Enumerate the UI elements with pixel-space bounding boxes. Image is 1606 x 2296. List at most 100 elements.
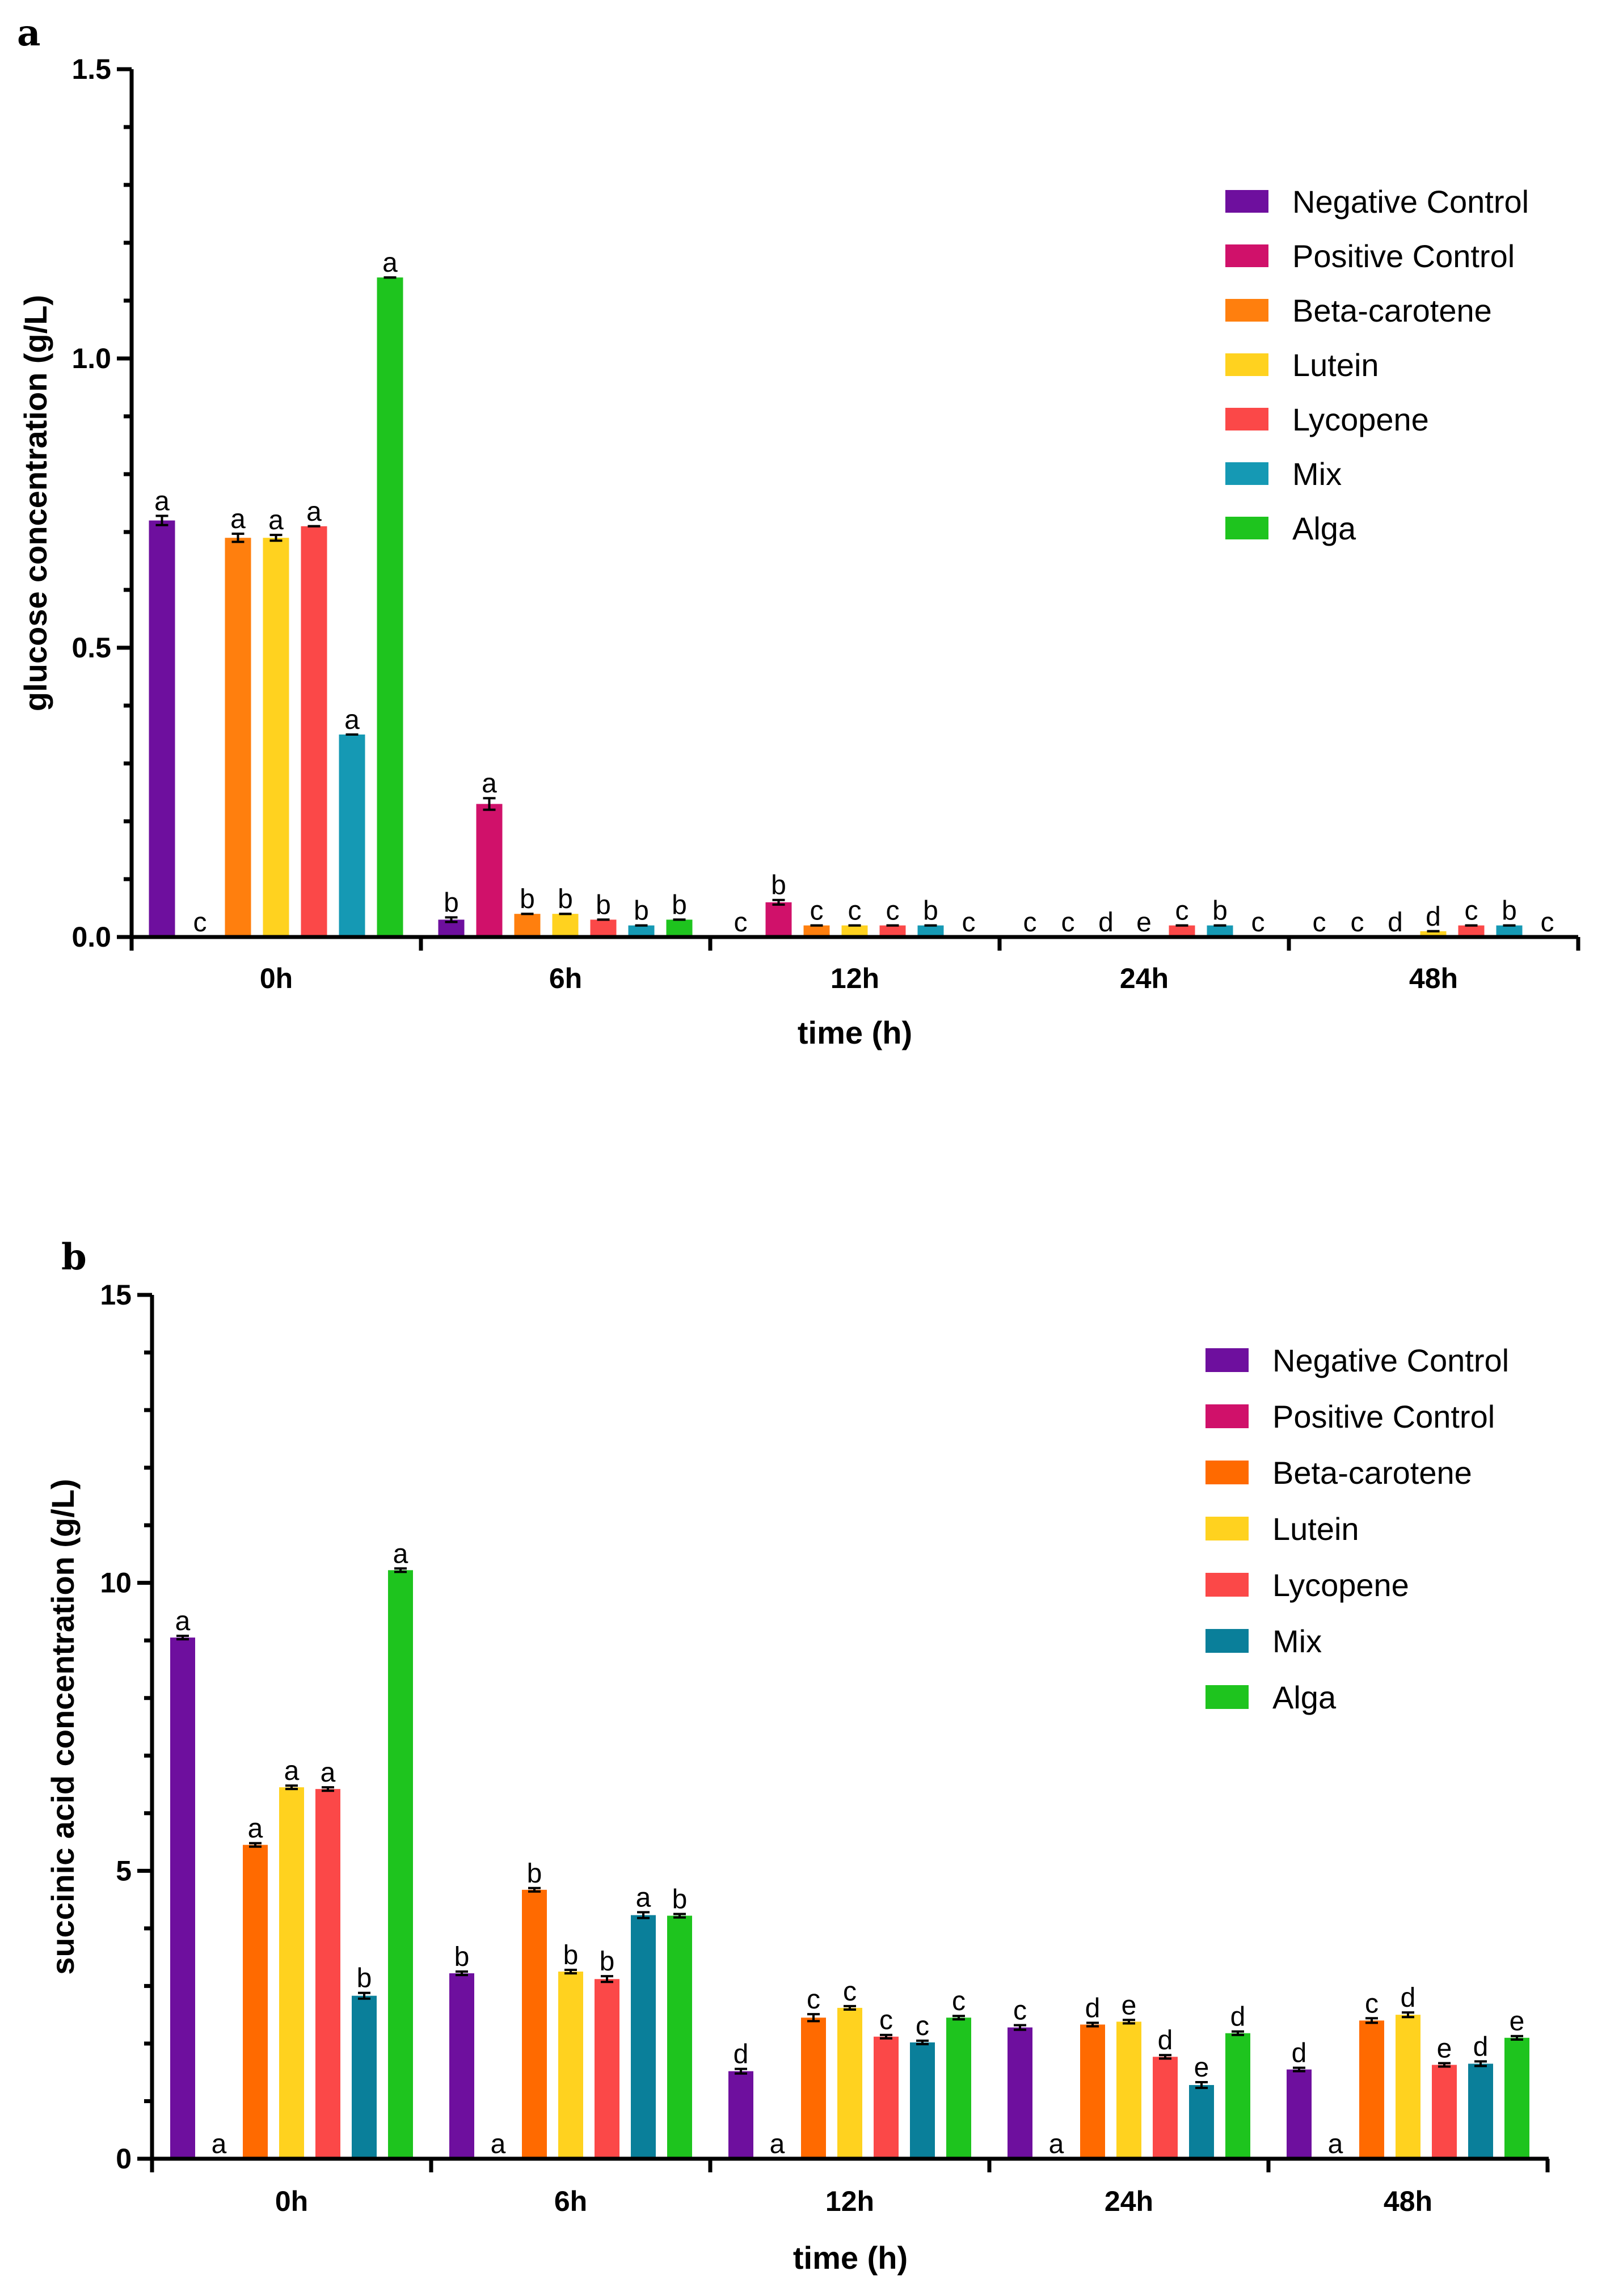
panel-a-sig-letter: b — [596, 890, 611, 920]
panel-b-sig-letter: b — [357, 1964, 372, 1994]
panel-a-bar-lutein-0h — [263, 538, 289, 937]
panel-a-sig-letter: c — [848, 896, 862, 926]
panel-a-sig-letter: b — [444, 888, 459, 918]
panel-b-bar-negative-control-0h — [170, 1637, 195, 2159]
panel-a-legend-label: Negative Control — [1292, 184, 1529, 220]
panel-a-legend-swatch — [1225, 299, 1268, 322]
panel-a-bar-lutein-48h — [1420, 931, 1447, 937]
panel-b-error-bar-alga-0h — [394, 1567, 407, 1573]
panel-b-error-bar-alga-24h — [1232, 2030, 1244, 2036]
panel-b-legend-label: Positive Control — [1272, 1399, 1495, 1434]
panel-b-error-bar-beta-carotene-0h — [249, 1842, 262, 1848]
panel-a-legend-item: Lycopene — [1225, 402, 1429, 437]
panel-a-sig-letter: a — [154, 486, 170, 516]
panel-b-sig-letter: d — [1230, 2002, 1246, 2032]
panel-a-error-bar-positive-control-12h — [772, 898, 785, 906]
panel-b-bar-beta-carotene-48h — [1359, 2020, 1384, 2159]
panel-a-error-bar-negative-control-6h — [445, 916, 458, 923]
panel-a-legend-label: Lutein — [1292, 347, 1379, 383]
panel-a-legend-label: Beta-carotene — [1292, 293, 1492, 328]
panel-a-bar-beta-carotene-6h — [514, 914, 541, 937]
panel-b-bar-lycopene-6h — [595, 1979, 619, 2159]
panel-a-bar-lutein-12h — [841, 925, 868, 937]
panel-b-legend-label: Mix — [1272, 1623, 1322, 1659]
panel-a-sig-letter: b — [771, 871, 786, 901]
panel-a-sig-letter: b — [520, 884, 535, 914]
panel-b-legend-swatch — [1205, 1629, 1249, 1653]
panel-a-sig-letter: c — [810, 896, 824, 926]
panel-b-error-bar-beta-carotene-48h — [1365, 2017, 1378, 2024]
panel-b-legend-item: Lutein — [1205, 1511, 1359, 1547]
panel-b-error-bar-lycopene-6h — [601, 1975, 613, 1983]
panel-a-bar-mix-0h — [339, 735, 365, 937]
panel-b-bar-lutein-12h — [837, 2007, 862, 2159]
panel-a-legend-label: Mix — [1292, 456, 1342, 492]
panel-a-legend-item: Mix — [1225, 456, 1342, 492]
panel-a-legend: Negative Control Positive Control Beta-car… — [1225, 184, 1529, 546]
panel-a-legend-label: Alga — [1292, 510, 1356, 546]
panel-b-sig-letter: d — [1473, 2032, 1489, 2062]
panel-a-sig-letter: c — [1061, 908, 1075, 938]
panel-a-sig-letter: a — [306, 497, 322, 527]
panel-b-legend-label: Beta-carotene — [1272, 1455, 1472, 1491]
panel-a-sig-letter: a — [268, 505, 284, 535]
panel-a-legend-swatch — [1225, 517, 1268, 539]
panel-a-bar-alga-0h — [377, 277, 403, 938]
panel-a-sig-letter: c — [962, 908, 976, 938]
panel-b-sig-letter: a — [212, 2129, 227, 2159]
panel-b-legend-swatch — [1205, 1404, 1249, 1428]
panel-b-error-bar-lutein-6h — [564, 1968, 577, 1975]
panel-b-sig-letter: a — [248, 1814, 263, 1844]
panel-a-bar-lutein-6h — [552, 914, 579, 937]
panel-a-letter: a — [17, 12, 40, 54]
panel-b-error-bar-lycopene-48h — [1438, 2062, 1451, 2068]
panel-b-bar-mix-0h — [352, 1995, 377, 2159]
panel-b-error-bar-mix-6h — [637, 1911, 650, 1919]
panel-b-sig-letter: a — [1328, 2129, 1343, 2159]
panel-a-bar-mix-48h — [1496, 925, 1523, 937]
panel-a-bar-lycopene-12h — [879, 925, 906, 937]
panel-b-bar-alga-24h — [1225, 2033, 1250, 2159]
panel-a-legend-swatch — [1225, 244, 1268, 267]
panel-a-bar-alga-6h — [666, 919, 693, 937]
panel-b-sig-letter: a — [491, 2129, 506, 2159]
panel-b-bar-lycopene-12h — [874, 2036, 899, 2159]
panel-b-sig-letter: b — [454, 1942, 470, 1972]
panel-a-bar-positive-control-6h — [476, 804, 503, 937]
panel-a-sig-letter: e — [1136, 908, 1152, 938]
panel-b-y-tick-label: 10 — [100, 1567, 132, 1599]
panel-b-bar-mix-6h — [631, 1915, 656, 2159]
panel-b-error-bar-negative-control-12h — [735, 2067, 747, 2075]
panel-b-sig-letter: c — [1013, 1995, 1027, 2025]
panel-b-sig-letter: e — [1510, 2007, 1525, 2037]
panel-a-error-bar-positive-control-6h — [483, 797, 496, 811]
panel-b-sig-letter: c — [916, 2011, 929, 2041]
panel-a-sig-letter: d — [1388, 908, 1403, 938]
panel-b-error-bar-negative-control-0h — [176, 1635, 189, 1641]
panel-a-bar-lycopene-0h — [301, 526, 327, 937]
panel-a-legend-swatch — [1225, 353, 1268, 376]
panel-b-x-tick-label: 6h — [554, 2185, 587, 2217]
panel-b-sig-letter: b — [672, 1884, 688, 1914]
panel-a-sig-letter: a — [230, 504, 246, 534]
panel-a-x-tick-label: 24h — [1120, 963, 1169, 994]
panel-b-letter: b — [61, 1236, 87, 1278]
panel-a-y-tick-label: 1.0 — [71, 343, 111, 374]
panel-a-error-bar-lutein-0h — [269, 534, 283, 542]
panel-a-sig-letter: c — [1175, 896, 1189, 926]
panel-a-bar-lycopene-6h — [590, 919, 617, 937]
panel-a-error-bar-negative-control-0h — [155, 514, 168, 526]
panel-a-y-tick-label: 0.5 — [71, 632, 111, 664]
panel-b-bar-lutein-6h — [558, 1972, 583, 2159]
panel-b-error-bar-lutein-24h — [1123, 2019, 1135, 2025]
panel-a-sig-letter: b — [923, 896, 938, 926]
panel-a-sig-letter: a — [482, 769, 497, 799]
panel-b-legend-swatch — [1205, 1573, 1249, 1597]
panel-b-bar-beta-carotene-12h — [801, 2018, 826, 2159]
panel-a-sig-letter: c — [1251, 908, 1265, 938]
panel-b-sig-letter: b — [527, 1859, 542, 1889]
panel-b-y-axis-title: succinic acid concentration (g/L) — [45, 1479, 81, 1974]
panel-b-bar-lycopene-24h — [1153, 2057, 1178, 2159]
panel-a-bar-beta-carotene-12h — [803, 925, 830, 937]
